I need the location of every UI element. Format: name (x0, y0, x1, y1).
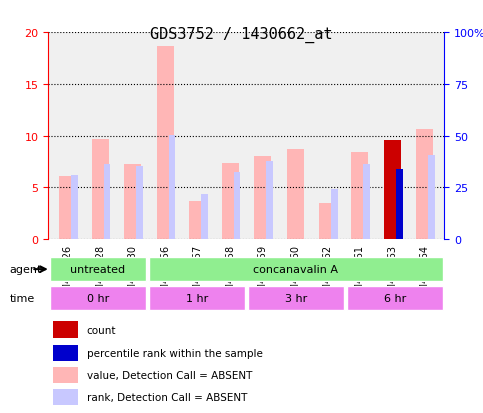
Text: GDS3752 / 1430662_at: GDS3752 / 1430662_at (150, 27, 333, 43)
Text: 3 hr: 3 hr (284, 293, 307, 304)
Bar (384, 140, 401, 240)
FancyBboxPatch shape (50, 286, 146, 311)
Text: rank, Detection Call = ABSENT: rank, Detection Call = ABSENT (86, 392, 247, 402)
Text: time: time (10, 293, 35, 303)
Bar (286, 150, 303, 240)
Text: 6 hr: 6 hr (384, 293, 406, 304)
Text: value, Detection Call = ABSENT: value, Detection Call = ABSENT (86, 370, 252, 380)
Bar (189, 202, 206, 240)
Text: untreated: untreated (70, 264, 126, 275)
Bar (53, 345, 78, 362)
Bar (71, 176, 78, 240)
Bar (428, 156, 435, 240)
Text: 0 hr: 0 hr (86, 293, 109, 304)
Bar (59, 177, 76, 240)
Bar (396, 169, 403, 240)
Bar (92, 140, 109, 240)
FancyBboxPatch shape (347, 286, 443, 311)
Bar (156, 47, 174, 240)
Bar (233, 173, 241, 240)
FancyBboxPatch shape (149, 257, 443, 282)
Bar (104, 164, 111, 240)
Text: concanavalin A: concanavalin A (254, 264, 338, 275)
Text: 1 hr: 1 hr (185, 293, 208, 304)
Bar (352, 153, 369, 240)
Text: agent: agent (10, 265, 42, 275)
Bar (222, 163, 239, 240)
Bar (169, 135, 175, 240)
Bar (124, 164, 141, 240)
Bar (53, 389, 78, 405)
Bar (319, 204, 336, 240)
Bar (384, 140, 401, 240)
Bar (53, 322, 78, 338)
Bar (331, 190, 338, 240)
Bar (53, 367, 78, 383)
Text: percentile rank within the sample: percentile rank within the sample (86, 349, 262, 358)
Text: count: count (86, 325, 116, 335)
Bar (201, 194, 208, 240)
Bar (254, 157, 271, 240)
Bar (363, 164, 370, 240)
FancyBboxPatch shape (248, 286, 344, 311)
Bar (266, 162, 273, 240)
FancyBboxPatch shape (50, 257, 146, 282)
Bar (136, 166, 143, 240)
Bar (416, 130, 433, 240)
FancyBboxPatch shape (149, 286, 245, 311)
